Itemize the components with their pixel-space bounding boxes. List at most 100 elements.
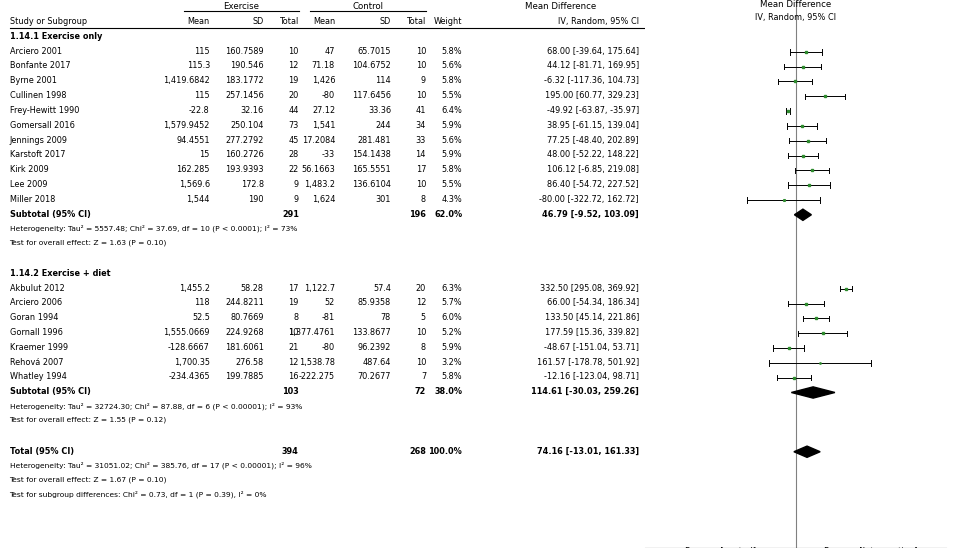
Text: 104.6752: 104.6752	[352, 61, 391, 71]
Text: 56.1663: 56.1663	[301, 165, 335, 174]
Text: 172.8: 172.8	[241, 180, 264, 189]
Text: 100.0%: 100.0%	[428, 447, 462, 455]
Text: 14: 14	[416, 150, 426, 159]
Text: 38.0%: 38.0%	[434, 387, 462, 396]
Text: 183.1772: 183.1772	[226, 76, 264, 85]
Text: Gomersall 2016: Gomersall 2016	[10, 121, 75, 130]
Text: 133.50 [45.14, 221.86]: 133.50 [45.14, 221.86]	[545, 313, 639, 322]
Text: 160.7589: 160.7589	[226, 47, 264, 56]
Text: Jennings 2009: Jennings 2009	[10, 135, 68, 145]
Text: 44: 44	[289, 106, 299, 115]
Text: 9: 9	[421, 76, 426, 85]
Text: Test for subgroup differences: Chi² = 0.73, df = 1 (P = 0.39), I² = 0%: Test for subgroup differences: Chi² = 0.…	[10, 491, 267, 499]
Text: 12: 12	[289, 358, 299, 367]
Text: 106.12 [-6.85, 219.08]: 106.12 [-6.85, 219.08]	[547, 165, 639, 174]
Text: Akbulut 2012: Akbulut 2012	[10, 284, 64, 293]
Text: 103: 103	[282, 387, 299, 396]
Text: 57.4: 57.4	[373, 284, 391, 293]
Text: Cullinen 1998: Cullinen 1998	[10, 91, 66, 100]
Text: 10: 10	[416, 47, 426, 56]
Text: 115: 115	[194, 47, 209, 56]
Text: 66.00 [-54.34, 186.34]: 66.00 [-54.34, 186.34]	[547, 299, 639, 307]
Text: 58.28: 58.28	[241, 284, 264, 293]
Text: Heterogeneity: Tau² = 32724.30; Chi² = 87.88, df = 6 (P < 0.00001); I² = 93%: Heterogeneity: Tau² = 32724.30; Chi² = 8…	[10, 402, 302, 409]
Text: 8: 8	[421, 343, 426, 352]
Text: 22: 22	[289, 165, 299, 174]
Text: 96.2392: 96.2392	[358, 343, 391, 352]
Text: 85.9358: 85.9358	[358, 299, 391, 307]
Text: 277.2792: 277.2792	[226, 135, 264, 145]
Text: 48.00 [-52.22, 148.22]: 48.00 [-52.22, 148.22]	[547, 150, 639, 159]
Text: 1,377.4761: 1,377.4761	[289, 328, 335, 337]
Text: 1,541: 1,541	[312, 121, 335, 130]
Text: 78: 78	[380, 313, 391, 322]
Text: 118: 118	[194, 299, 209, 307]
Text: Total: Total	[279, 17, 299, 26]
Text: 224.9268: 224.9268	[226, 328, 264, 337]
Text: -80: -80	[322, 343, 335, 352]
Polygon shape	[792, 387, 835, 398]
Text: 250.104: 250.104	[230, 121, 264, 130]
Text: 114.61 [-30.03, 259.26]: 114.61 [-30.03, 259.26]	[532, 387, 639, 396]
Text: 291: 291	[282, 209, 299, 219]
Text: 15: 15	[200, 150, 209, 159]
Text: 4.3%: 4.3%	[442, 195, 462, 204]
Text: 1.14.2 Exercise + diet: 1.14.2 Exercise + diet	[10, 269, 110, 278]
Text: 114: 114	[376, 76, 391, 85]
Text: Test for overall effect: Z = 1.67 (P = 0.10): Test for overall effect: Z = 1.67 (P = 0…	[10, 476, 167, 483]
Text: 5.8%: 5.8%	[442, 76, 462, 85]
Text: SD: SD	[380, 17, 391, 26]
Text: -128.6667: -128.6667	[168, 343, 209, 352]
Text: -49.92 [-63.87, -35.97]: -49.92 [-63.87, -35.97]	[547, 106, 639, 115]
Text: 154.1438: 154.1438	[352, 150, 391, 159]
Text: 117.6456: 117.6456	[352, 91, 391, 100]
Text: 165.5551: 165.5551	[352, 165, 391, 174]
Text: Subtotal (95% CI): Subtotal (95% CI)	[10, 387, 91, 396]
Text: -222.275: -222.275	[299, 373, 335, 381]
Text: 12: 12	[289, 61, 299, 71]
Text: Heterogeneity: Tau² = 5557.48; Chi² = 37.69, df = 10 (P < 0.0001); I² = 73%: Heterogeneity: Tau² = 5557.48; Chi² = 37…	[10, 224, 297, 232]
Text: 52: 52	[325, 299, 335, 307]
Text: 5.2%: 5.2%	[442, 328, 462, 337]
Text: Test for overall effect: Z = 1.63 (P = 0.10): Test for overall effect: Z = 1.63 (P = 0…	[10, 239, 167, 246]
Text: 1,569.6: 1,569.6	[179, 180, 209, 189]
Text: 244.8211: 244.8211	[225, 299, 264, 307]
Text: 244: 244	[376, 121, 391, 130]
Text: 162.285: 162.285	[176, 165, 209, 174]
Text: 394: 394	[282, 447, 299, 455]
Text: 68.00 [-39.64, 175.64]: 68.00 [-39.64, 175.64]	[547, 47, 639, 56]
Text: Goran 1994: Goran 1994	[10, 313, 58, 322]
Text: 19: 19	[289, 299, 299, 307]
Text: 17: 17	[289, 284, 299, 293]
Text: 195.00 [60.77, 329.23]: 195.00 [60.77, 329.23]	[545, 91, 639, 100]
Text: Favours [control]: Favours [control]	[685, 546, 756, 548]
Text: 1,544: 1,544	[186, 195, 209, 204]
Text: Arciero 2001: Arciero 2001	[10, 47, 62, 56]
Text: 3.2%: 3.2%	[442, 358, 462, 367]
Text: 33.36: 33.36	[368, 106, 391, 115]
Text: 5.8%: 5.8%	[442, 47, 462, 56]
Text: 5.9%: 5.9%	[442, 121, 462, 130]
Text: 5.8%: 5.8%	[442, 373, 462, 381]
Text: 12: 12	[416, 299, 426, 307]
Text: 10: 10	[416, 61, 426, 71]
Text: 9: 9	[293, 180, 299, 189]
Text: 10: 10	[416, 180, 426, 189]
Text: 21: 21	[289, 343, 299, 352]
Text: 46.79 [-9.52, 103.09]: 46.79 [-9.52, 103.09]	[542, 209, 639, 219]
Text: 281.481: 281.481	[358, 135, 391, 145]
Text: Subtotal (95% CI): Subtotal (95% CI)	[10, 209, 91, 219]
Text: 6.3%: 6.3%	[442, 284, 462, 293]
Text: 1,700.35: 1,700.35	[174, 358, 209, 367]
Text: 34: 34	[416, 121, 426, 130]
Text: 160.2726: 160.2726	[225, 150, 264, 159]
Text: Miller 2018: Miller 2018	[10, 195, 54, 204]
Text: 73: 73	[289, 121, 299, 130]
Text: 86.40 [-54.72, 227.52]: 86.40 [-54.72, 227.52]	[547, 180, 639, 189]
Text: 276.58: 276.58	[235, 358, 264, 367]
Text: 161.57 [-178.78, 501.92]: 161.57 [-178.78, 501.92]	[536, 358, 639, 367]
Text: -234.4365: -234.4365	[168, 373, 209, 381]
Text: 136.6104: 136.6104	[352, 180, 391, 189]
Text: -6.32 [-117.36, 104.73]: -6.32 [-117.36, 104.73]	[544, 76, 639, 85]
Text: Frey-Hewitt 1990: Frey-Hewitt 1990	[10, 106, 79, 115]
